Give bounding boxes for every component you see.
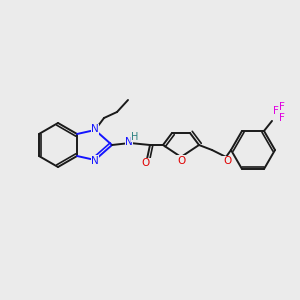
Text: N: N: [91, 124, 99, 134]
Text: F: F: [279, 113, 285, 123]
Text: F: F: [273, 106, 279, 116]
Text: N: N: [91, 155, 99, 166]
Text: O: O: [177, 156, 185, 166]
Text: O: O: [223, 157, 231, 166]
Text: N: N: [125, 137, 133, 147]
Text: H: H: [131, 132, 139, 142]
Text: F: F: [279, 102, 285, 112]
Text: O: O: [142, 158, 150, 169]
